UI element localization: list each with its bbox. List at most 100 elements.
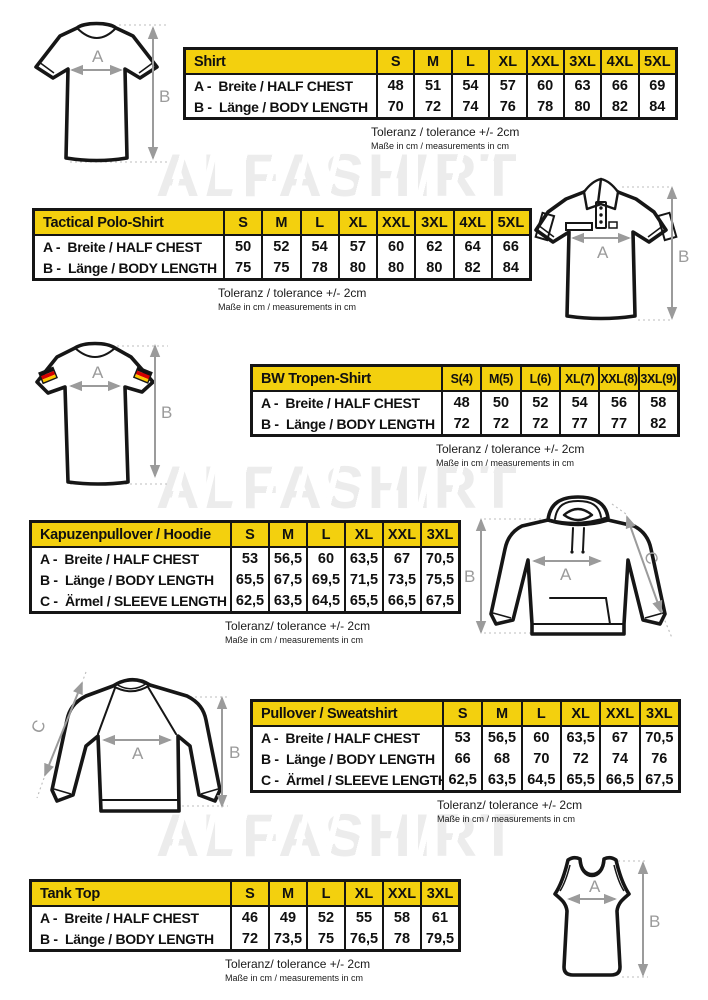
- table-title: Kapuzenpullover / Hoodie: [40, 526, 211, 543]
- tshirt-outline: [34, 21, 159, 163]
- size-header-cell: S: [230, 882, 268, 905]
- measurement-row: B - Länge / BODY LENGTH 70 72 74 76 78 80 82 84: [186, 96, 675, 117]
- bw-tropen-size-table: BW Tropen-Shirt S(4) M(5) L(6) XL(7) XXL(8) 3…: [250, 364, 680, 437]
- dim-label-a: A: [92, 363, 104, 382]
- value-cell: 58: [382, 907, 420, 928]
- watermark: ALFASHIRT: [156, 146, 546, 206]
- value-cell: 78: [525, 96, 563, 117]
- dim-label-b: B: [464, 567, 475, 586]
- size-header-cell: L: [306, 882, 344, 905]
- value-cell: 73,5: [268, 928, 306, 949]
- row-label-cell: A - Breite / HALF CHEST: [261, 394, 420, 411]
- value-cell: 60: [525, 75, 563, 96]
- value-cell: 75,5: [420, 569, 458, 590]
- table-notes: Toleranz / tolerance +/- 2cm Maße in cm …: [250, 442, 680, 469]
- value-cell: 54: [558, 392, 598, 413]
- dim-label-a: A: [132, 744, 144, 763]
- value-cell: 53: [442, 727, 481, 748]
- value-cell: 77: [558, 413, 598, 434]
- size-header-cell: L: [450, 50, 488, 73]
- section-tank-top: Tank Top S M L XL XXL 3XL A - Breite / HALF C…: [29, 879, 461, 984]
- value-cell: 63,5: [481, 769, 520, 790]
- size-header-cell: M(5): [480, 367, 519, 390]
- tshirt-outline: [35, 341, 155, 486]
- measurement-row: A - Breite / HALF CHEST 53 56,5 60 63,5 67 70,…: [253, 727, 678, 748]
- table-header-row: Tank Top S M L XL XXL 3XL: [32, 882, 458, 907]
- value-cell: 62,5: [442, 769, 481, 790]
- value-cell: 54: [299, 236, 338, 257]
- value-cell: 56: [598, 392, 637, 413]
- value-cell: 65,5: [344, 590, 382, 611]
- size-header-cell: XL: [344, 523, 382, 546]
- value-cell: 69: [637, 75, 675, 96]
- size-header-cell: 3XL: [420, 523, 458, 546]
- shirt-size-table: Shirt S M L XL XXL 3XL 4XL 5XL A - Breite / HAL…: [183, 47, 678, 120]
- table-notes: Toleranz/ tolerance +/- 2cm Maße in cm /…: [29, 957, 461, 984]
- value-cell: 72: [441, 413, 480, 434]
- section-hoodie: Kapuzenpullover / Hoodie S M L XL XXL 3XL A -…: [29, 520, 461, 646]
- hoodie-size-table: Kapuzenpullover / Hoodie S M L XL XXL 3XL A -…: [29, 520, 461, 614]
- measurement-row: A - Breite / HALF CHEST 50 52 54 57 60 62 64 66: [35, 236, 529, 257]
- measurement-row: C - Ärmel / SLEEVE LENGTH 62,5 63,5 64,5 65,…: [32, 590, 458, 611]
- size-header-cell: 5XL: [637, 50, 675, 73]
- value-cell: 50: [480, 392, 519, 413]
- value-cell: 57: [488, 75, 525, 96]
- dim-label-b: B: [678, 247, 689, 266]
- section-bw-tropen: BW Tropen-Shirt S(4) M(5) L(6) XL(7) XXL(8) 3…: [250, 364, 680, 469]
- row-label-cell: A - Breite / HALF CHEST: [261, 729, 420, 746]
- value-cell: 65,5: [559, 769, 599, 790]
- value-cell: 63,5: [344, 548, 382, 569]
- value-cell: 78: [299, 257, 338, 278]
- value-cell: 79,5: [420, 928, 458, 949]
- value-cell: 66,5: [382, 590, 420, 611]
- value-cell: 63,5: [559, 727, 599, 748]
- value-cell: 55: [344, 907, 382, 928]
- value-cell: 62: [414, 236, 452, 257]
- size-header-cell: S: [376, 50, 413, 73]
- tolerance-note: Toleranz / tolerance +/- 2cm: [436, 442, 585, 456]
- value-cell: 52: [306, 907, 344, 928]
- measurement-row: B - Länge / BODY LENGTH 66 68 70 72 74 76: [253, 748, 678, 769]
- measurement-row: C - Ärmel / SLEEVE LENGTH 62,5 63,5 64,5 65,…: [253, 769, 678, 790]
- size-header-cell: 4XL: [452, 211, 491, 234]
- size-header-cell: XL: [337, 211, 376, 234]
- units-note: Maße in cm / measurements in cm: [218, 301, 357, 312]
- row-label-cell: A - Breite / HALF CHEST: [194, 77, 353, 94]
- bw-tropen-shirt-diagram: A B: [35, 341, 172, 486]
- row-label-cell: B - Länge / BODY LENGTH: [261, 750, 435, 767]
- value-cell: 80: [414, 257, 452, 278]
- section-pullover: Pullover / Sweatshirt S M L XL XXL 3XL A - Br…: [250, 699, 681, 825]
- value-cell: 78: [382, 928, 420, 949]
- value-cell: 82: [637, 413, 677, 434]
- table-title: BW Tropen-Shirt: [261, 370, 371, 387]
- dim-label-a: A: [589, 877, 601, 896]
- size-header-cell: M: [261, 211, 299, 234]
- row-label-cell: A - Breite / HALF CHEST: [40, 909, 199, 926]
- value-cell: 70,5: [638, 727, 678, 748]
- table-notes: Toleranz/ tolerance +/- 2cm Maße in cm /…: [250, 798, 681, 825]
- size-header-cell: 3XL: [414, 211, 452, 234]
- tank-top-diagram: A B: [553, 855, 660, 978]
- measurement-row: A - Breite / HALF CHEST 48 50 52 54 56 58: [253, 392, 677, 413]
- pullover-size-table: Pullover / Sweatshirt S M L XL XXL 3XL A - Br…: [250, 699, 681, 793]
- value-cell: 72: [480, 413, 519, 434]
- size-header-cell: L: [306, 523, 344, 546]
- section-shirt: Shirt S M L XL XXL 3XL 4XL 5XL A - Breite / HAL…: [183, 47, 678, 152]
- sleeve-pocket-right: [656, 211, 678, 242]
- kangaroo-pocket: [545, 597, 612, 625]
- table-title: Tank Top: [40, 885, 100, 902]
- value-cell: 56,5: [268, 548, 306, 569]
- size-header-cell: 3XL: [562, 50, 600, 73]
- size-header-cell: M: [481, 702, 520, 725]
- dim-label-a: A: [597, 243, 609, 262]
- size-header-cell: XXL: [525, 50, 563, 73]
- dim-label-a: A: [92, 47, 104, 66]
- tolerance-note: Toleranz / tolerance +/- 2cm: [371, 125, 520, 139]
- size-header-cell: XXL: [382, 523, 420, 546]
- dim-label-c: C: [27, 717, 49, 736]
- value-cell: 80: [337, 257, 376, 278]
- size-header-cell: S(4): [441, 367, 480, 390]
- row-label-cell: C - Ärmel / SLEEVE LENGTH: [40, 592, 227, 609]
- value-cell: 50: [223, 236, 261, 257]
- size-header-cell: XXL: [599, 702, 638, 725]
